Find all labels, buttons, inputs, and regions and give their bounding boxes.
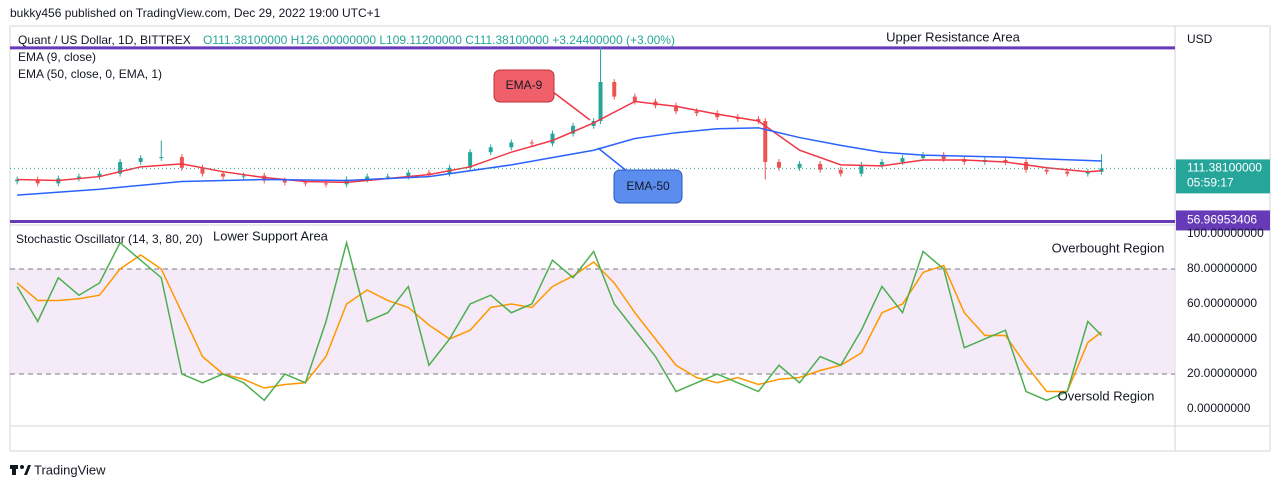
candle-body bbox=[1085, 171, 1090, 174]
ohlc-values: O111.38100000 H126.00000000 L109.1120000… bbox=[203, 33, 675, 47]
candle-body bbox=[509, 142, 514, 148]
candle-body bbox=[365, 176, 370, 180]
candle-body bbox=[941, 155, 946, 160]
candle-body bbox=[303, 182, 308, 184]
candle-body bbox=[694, 111, 699, 114]
candle-body bbox=[879, 161, 884, 165]
candle-body bbox=[715, 113, 720, 118]
candle-body bbox=[179, 157, 184, 168]
candle-body bbox=[756, 119, 761, 121]
candle-body bbox=[1065, 171, 1070, 174]
candle-body bbox=[838, 169, 843, 174]
last-price-box bbox=[1176, 159, 1270, 194]
y-tick-label: 0.00000000 bbox=[1187, 401, 1251, 415]
ema-line bbox=[17, 127, 1102, 196]
label-layer: Upper Resistance Area Lower Support Area 5… bbox=[213, 29, 1270, 415]
published-by: bukky456 published on TradingView.com, D… bbox=[10, 6, 381, 20]
candle-body bbox=[159, 157, 164, 159]
candle-body bbox=[35, 179, 40, 184]
candle-body bbox=[550, 133, 555, 144]
candle-body bbox=[221, 173, 226, 177]
candle-body bbox=[598, 81, 603, 121]
candle-body bbox=[138, 158, 143, 162]
chart-frame bbox=[9, 25, 1271, 452]
y-tick-label: 100.00000000 bbox=[1187, 226, 1264, 240]
candle-body bbox=[406, 172, 411, 177]
tradingview-logo bbox=[10, 465, 31, 475]
candle-body bbox=[1024, 161, 1029, 170]
candle-body bbox=[797, 163, 802, 168]
ema50-callout-arrow bbox=[597, 147, 629, 173]
footer-brand: TradingView bbox=[34, 462, 106, 477]
candle-body bbox=[200, 167, 205, 174]
candle-body bbox=[76, 176, 81, 179]
candle-body bbox=[468, 152, 473, 168]
last-price-label: 111.38100000 bbox=[1187, 161, 1262, 175]
ema9-callout-text: EMA-9 bbox=[506, 78, 543, 92]
candle-body bbox=[385, 176, 390, 178]
ema9-callout bbox=[493, 69, 555, 103]
candle-body bbox=[776, 161, 781, 168]
stoch-line bbox=[16, 239, 1103, 402]
currency-label: USD bbox=[1187, 32, 1213, 46]
candle-body bbox=[674, 105, 679, 112]
candle-body bbox=[763, 120, 768, 162]
ema9-callout-arrow bbox=[552, 91, 591, 121]
candle-body bbox=[488, 147, 493, 153]
candle-body bbox=[818, 163, 823, 170]
candle-body bbox=[1044, 169, 1049, 172]
stoch-title: Stochastic Oscillator (14, 3, 80, 20) bbox=[16, 232, 203, 246]
candle-body bbox=[571, 125, 576, 134]
stoch-band-fill bbox=[10, 268, 1175, 375]
symbol-title: Quant / US Dollar, 1D, BITTREX bbox=[18, 33, 191, 47]
countdown-label: 05:59:17 bbox=[1187, 176, 1234, 190]
candle-body bbox=[1099, 168, 1104, 172]
candle-body bbox=[612, 81, 617, 97]
oversold-label: Oversold Region bbox=[1058, 388, 1155, 403]
candle-body bbox=[426, 172, 431, 174]
support-price-box bbox=[1176, 210, 1270, 231]
ema50-callout-text: EMA-50 bbox=[626, 179, 670, 193]
candle-body bbox=[632, 96, 637, 102]
candle-body bbox=[241, 175, 246, 177]
ema-line bbox=[17, 100, 1102, 184]
overbought-label: Overbought Region bbox=[1052, 240, 1165, 255]
ema50-callout bbox=[613, 169, 683, 204]
support-price-label: 56.96953406 bbox=[1187, 213, 1257, 227]
stoch-line bbox=[16, 254, 1103, 393]
support-title: Lower Support Area bbox=[213, 228, 329, 243]
candle-body bbox=[323, 183, 328, 185]
mark-layer bbox=[10, 46, 1175, 402]
candle-body bbox=[900, 158, 905, 162]
y-tick-label: 20.00000000 bbox=[1187, 366, 1257, 380]
y-tick-label: 60.00000000 bbox=[1187, 296, 1257, 310]
y-tick-label: 40.00000000 bbox=[1187, 331, 1257, 345]
candle-body bbox=[859, 164, 864, 174]
legend-ema50: EMA (50, close, 0, EMA, 1) bbox=[18, 67, 162, 81]
candle-body bbox=[529, 142, 534, 144]
candle-body bbox=[15, 179, 20, 182]
grid-layer bbox=[10, 268, 1175, 375]
y-tick-label: 80.00000000 bbox=[1187, 261, 1257, 275]
candle-body bbox=[282, 180, 287, 183]
resistance-title: Upper Resistance Area bbox=[886, 29, 1020, 44]
candle-body bbox=[97, 173, 102, 177]
candle-body bbox=[118, 161, 123, 174]
candle-body bbox=[921, 155, 926, 159]
candle-body bbox=[1003, 159, 1008, 162]
legend-ema9: EMA (9, close) bbox=[18, 50, 96, 64]
